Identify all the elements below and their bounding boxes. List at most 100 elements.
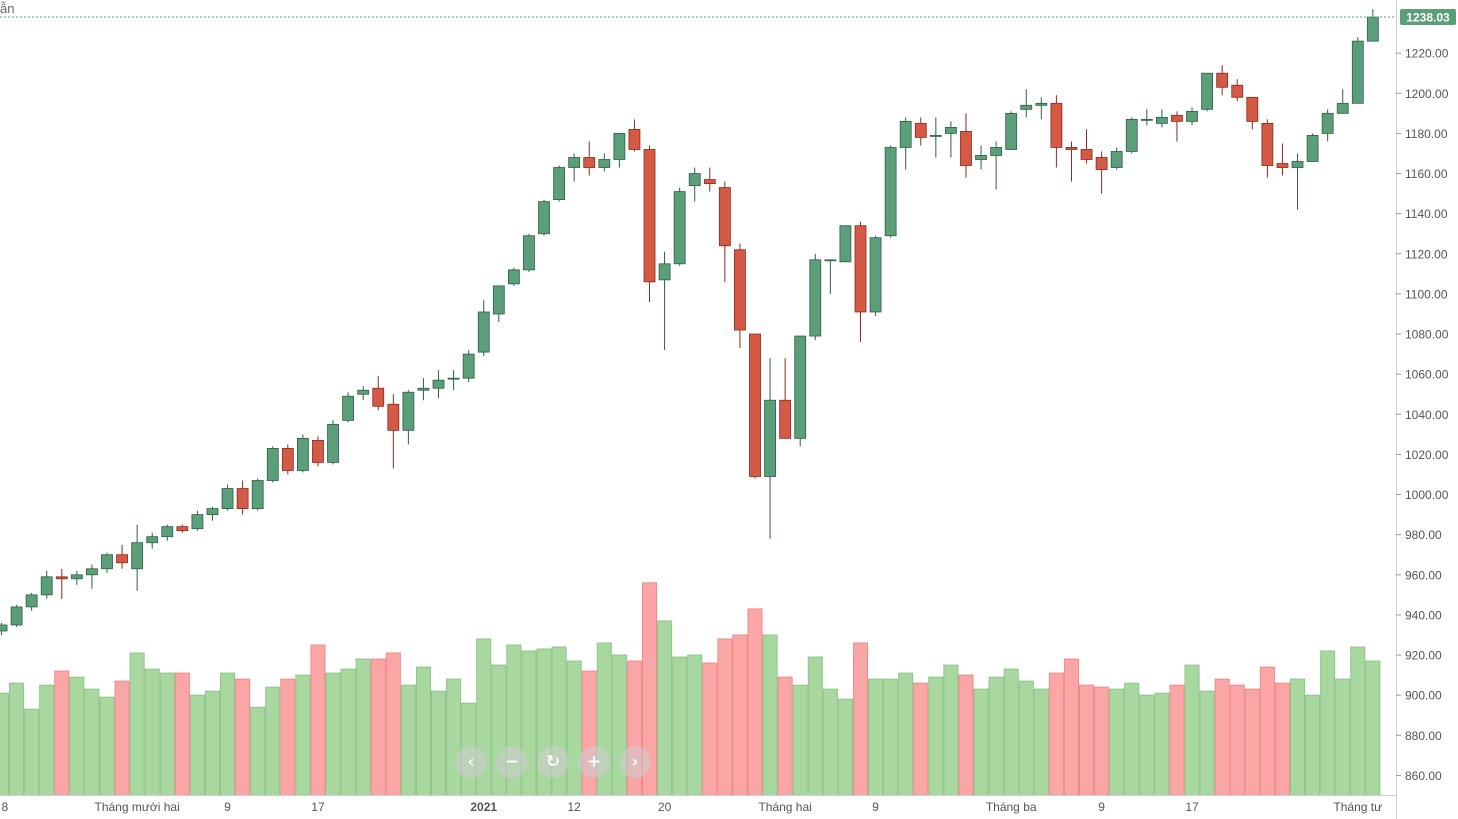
candle [176,524,189,533]
candle-body [25,594,38,608]
candle-body [960,131,972,166]
candle [1171,111,1183,142]
candle [673,187,686,266]
candle [960,113,972,178]
volume-bar [687,654,703,796]
candle-body [1080,149,1093,160]
candle [914,117,927,146]
volume-bar [1124,682,1140,797]
candle [1216,65,1229,96]
candle [477,299,490,357]
last-price-label: 1238.03 [1406,10,1450,24]
candle [1201,72,1213,112]
scroll-left-button[interactable]: ‹ [455,746,487,778]
price-tick-label: 1200.00 [1405,87,1449,101]
volume-bar [852,642,869,797]
candle [583,141,596,176]
time-tick-label: 2021 [470,800,497,814]
candle [1366,9,1379,42]
candle [507,267,520,286]
volume-bar [54,670,70,796]
volume-bar [898,672,914,796]
volume-bar [129,652,145,796]
candle-body [914,122,927,138]
time-tick-label: Tháng ba [986,800,1037,814]
price-tick-label: 1020.00 [1405,448,1449,462]
volume-bar [415,666,431,797]
candle [70,570,83,585]
candle [1065,141,1078,182]
candle [357,386,370,401]
plus-icon: + [586,752,602,772]
candle [191,510,204,531]
candle [1336,89,1349,114]
price-tick-label: 940.00 [1405,608,1442,622]
candle-body [176,526,189,532]
volume-bar [280,678,296,797]
price-tick-label: 960.00 [1405,568,1442,582]
candle [116,544,128,569]
scroll-right-button[interactable]: › [619,746,651,778]
volume-bar [235,678,251,797]
candle [161,524,174,541]
candle-body [884,147,897,237]
volume-bar [446,678,462,797]
candle [538,199,550,236]
candle [40,570,53,599]
zoom-out-button[interactable]: − [496,746,528,778]
volume-bar [702,662,718,797]
candle [749,333,761,479]
candle [221,484,234,511]
volume-bar [913,682,929,797]
volume-bar [1335,678,1351,797]
volume-bar [672,656,688,796]
candle-body [206,508,219,516]
zoom-in-button[interactable]: + [578,746,610,778]
candle [1261,119,1274,178]
candle [432,370,445,399]
candle-body [86,568,98,576]
volume-bar [1274,682,1290,797]
candle [312,436,324,467]
volume-bar [928,676,944,797]
candle-body [688,173,701,186]
last-price-marker: 1238.03 [0,8,1456,25]
candle-body [598,159,611,168]
candle [296,434,309,473]
candle-body [402,391,415,431]
candle-body [673,191,686,265]
candle [854,221,867,343]
candle-body [447,377,460,380]
volume-bar [385,652,401,796]
candle-body [55,576,68,580]
candle-body [462,353,475,379]
candle [447,370,460,391]
candle-body [116,554,128,564]
price-tick-label: 1060.00 [1405,368,1449,382]
candle [1291,153,1304,210]
candle [281,444,294,475]
reset-chart-button[interactable]: ↻ [537,746,569,778]
candle-body [417,387,430,391]
candle-body [251,480,264,510]
candle [1005,111,1018,150]
volume-bar [174,672,190,796]
time-tick-label: 8 [2,800,9,814]
candle [402,390,415,445]
candle-body [553,167,565,201]
chevron-left-icon: ‹ [467,752,475,772]
candle-body [718,187,731,247]
candle [1155,109,1168,128]
candle [1351,37,1364,104]
volume-bar [0,692,10,796]
candle-body [1140,118,1153,121]
volume-bar [747,608,763,796]
time-tick-label: 12 [567,800,581,814]
candle-body [281,448,294,471]
candle-body [854,225,867,313]
volume-bar [295,674,311,796]
candle [251,478,264,511]
candle-body [658,263,671,281]
candle-body [583,157,596,168]
